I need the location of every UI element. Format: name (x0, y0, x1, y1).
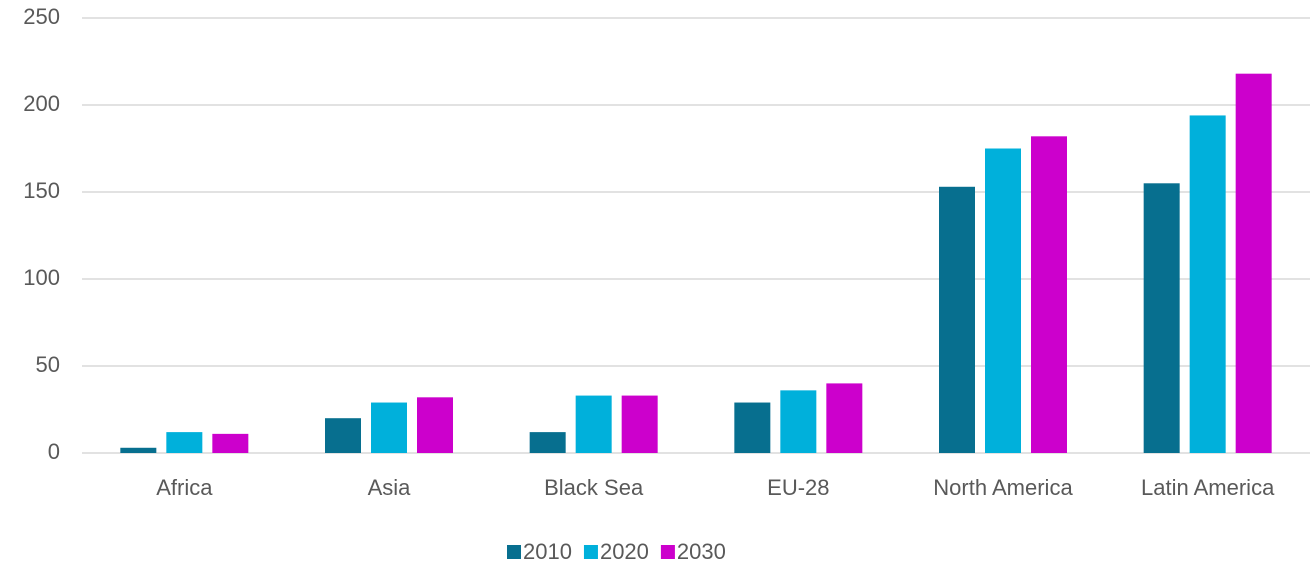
y-tick-label: 100 (23, 265, 60, 290)
bar (985, 148, 1021, 453)
bar (166, 432, 203, 453)
bar (621, 395, 658, 453)
y-tick-label: 50 (36, 352, 60, 377)
x-tick-label: Africa (156, 475, 213, 500)
legend-label: 2020 (600, 539, 649, 564)
bar (575, 395, 612, 453)
y-tick-label: 0 (48, 439, 60, 464)
bar (417, 397, 453, 453)
bar (1235, 73, 1272, 454)
legend-label: 2030 (677, 539, 726, 564)
y-tick-label: 250 (23, 4, 60, 29)
x-tick-label: Asia (368, 475, 412, 500)
bar (939, 186, 975, 453)
bar (780, 390, 817, 453)
y-tick-label: 200 (23, 91, 60, 116)
bar (826, 383, 863, 453)
bar (325, 418, 361, 453)
legend: 2010 2020 2030 (507, 539, 726, 564)
y-tick-label: 150 (23, 178, 60, 203)
bar (212, 433, 249, 453)
bar (120, 447, 157, 453)
bar (371, 402, 407, 453)
x-tick-label: Latin America (1141, 475, 1275, 500)
bar (1031, 136, 1067, 453)
legend-swatch (583, 545, 598, 559)
x-tick-label: Black Sea (544, 475, 644, 500)
legend-swatch (507, 545, 521, 559)
legend-label: 2010 (523, 539, 572, 564)
x-tick-label: EU-28 (767, 475, 829, 500)
x-tick-label: North America (933, 475, 1073, 500)
bar (1189, 115, 1226, 453)
bar (1143, 183, 1180, 454)
bar (734, 402, 771, 453)
bar (529, 432, 566, 453)
legend-swatch (660, 545, 675, 559)
